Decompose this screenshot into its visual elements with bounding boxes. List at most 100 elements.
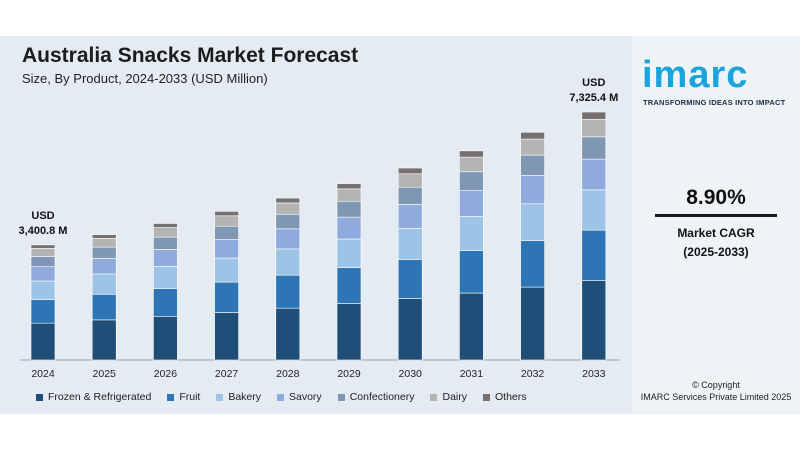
legend-swatch bbox=[216, 393, 224, 401]
bar-segment-2025-frozen-refrigerated bbox=[91, 319, 117, 361]
x-tick-label-2030: 2030 bbox=[399, 368, 423, 380]
bar-segment-2031-savory bbox=[459, 190, 484, 217]
legend-label: Frozen & Refrigerated bbox=[48, 391, 152, 403]
bar-segment-2029-others bbox=[336, 183, 362, 190]
bar-segment-2031-fruit bbox=[459, 250, 484, 294]
bar-segment-2032-frozen-refrigerated bbox=[520, 286, 545, 361]
bar-segment-2028-fruit bbox=[275, 274, 301, 309]
data-label-2033-value: 7,325.4 M bbox=[569, 92, 618, 104]
legend-label: Savory bbox=[289, 391, 322, 403]
bar-segment-2027-bakery bbox=[214, 257, 239, 283]
bar-segment-2026-frozen-refrigerated bbox=[153, 315, 178, 361]
bar-segment-2029-bakery bbox=[336, 238, 362, 268]
bar-segment-2026-savory bbox=[153, 249, 178, 267]
cagr-divider bbox=[655, 214, 777, 217]
bar-segment-2028-confectionery bbox=[275, 213, 301, 230]
legend-swatch bbox=[337, 393, 345, 401]
chart-title: Australia Snacks Market Forecast bbox=[22, 44, 359, 67]
legend-label: Confectionery bbox=[349, 391, 415, 403]
bar-segment-2024-bakery bbox=[30, 280, 56, 300]
legend-label: Bakery bbox=[228, 391, 261, 403]
bar-segment-2028-bakery bbox=[275, 248, 301, 276]
bar-segment-2029-fruit bbox=[336, 267, 362, 304]
legend-swatch bbox=[167, 393, 175, 401]
bar-segment-2024-dairy bbox=[30, 248, 56, 257]
x-tick-label-2032: 2032 bbox=[521, 368, 545, 380]
imarc-logo: imarc bbox=[642, 54, 749, 96]
bar-segment-2024-frozen-refrigerated bbox=[30, 322, 56, 361]
bar-segment-2027-fruit bbox=[214, 281, 239, 313]
data-label-2024-value: 3,400.8 M bbox=[19, 225, 68, 237]
legend-item-confectionery: Confectionery bbox=[337, 391, 415, 403]
bar-segment-2024-fruit bbox=[30, 299, 56, 324]
bar-segment-2025-fruit bbox=[91, 293, 117, 321]
bar-segment-2032-fruit bbox=[520, 240, 545, 288]
cagr-value: 8.90% bbox=[686, 186, 746, 209]
bar-segment-2031-bakery bbox=[459, 216, 484, 251]
data-label-2024-currency: USD bbox=[31, 210, 54, 222]
bar-segment-2026-bakery bbox=[153, 266, 178, 289]
cagr-label: Market CAGR bbox=[677, 226, 755, 240]
legend-item-bakery: Bakery bbox=[216, 391, 261, 403]
x-tick-label-2024: 2024 bbox=[31, 368, 55, 380]
brand-panel bbox=[632, 36, 800, 414]
bar-segment-2030-others bbox=[397, 167, 423, 175]
bar-segment-2033-dairy bbox=[581, 119, 607, 138]
bar-segment-2033-frozen-refrigerated bbox=[581, 280, 607, 361]
bar-segment-2024-confectionery bbox=[30, 256, 56, 268]
bar-segment-2026-fruit bbox=[153, 288, 178, 317]
legend-swatch bbox=[483, 393, 490, 401]
bar-segment-2028-frozen-refrigerated bbox=[275, 307, 301, 361]
bar-segment-2033-savory bbox=[581, 158, 607, 191]
bar-segment-2024-savory bbox=[30, 266, 56, 282]
bar-segment-2030-dairy bbox=[397, 173, 423, 188]
bar-segment-2025-dairy bbox=[91, 238, 117, 248]
bar-segment-2025-bakery bbox=[91, 273, 117, 295]
bar-segment-2029-frozen-refrigerated bbox=[336, 303, 362, 361]
bar-segment-2032-bakery bbox=[520, 203, 545, 241]
bar-segment-2032-confectionery bbox=[520, 154, 545, 176]
bar-segment-2024-others bbox=[30, 244, 56, 249]
bar-segment-2030-fruit bbox=[397, 259, 423, 299]
bar-segment-2025-others bbox=[91, 234, 117, 239]
chart-subtitle: Size, By Product, 2024-2033 (USD Million… bbox=[22, 71, 268, 86]
x-tick-label-2028: 2028 bbox=[276, 368, 300, 380]
bar-segment-2026-confectionery bbox=[153, 236, 178, 250]
x-tick-label-2027: 2027 bbox=[215, 368, 239, 380]
bar-segment-2030-savory bbox=[397, 204, 423, 229]
bar-segment-2029-confectionery bbox=[336, 200, 362, 218]
bar-segment-2030-bakery bbox=[397, 227, 423, 260]
legend-swatch bbox=[36, 393, 43, 401]
legend-item-dairy: Dairy bbox=[430, 391, 467, 403]
bar-segment-2031-others bbox=[459, 150, 484, 158]
bar-segment-2030-frozen-refrigerated bbox=[397, 298, 423, 361]
bar-segment-2025-confectionery bbox=[91, 246, 117, 259]
copyright-company: IMARC Services Private Limited 2025 bbox=[640, 392, 792, 402]
bar-segment-2027-others bbox=[214, 211, 239, 217]
bar-segment-2025-savory bbox=[91, 258, 117, 275]
cagr-period: (2025-2033) bbox=[683, 245, 749, 259]
bar-segment-2029-dairy bbox=[336, 188, 362, 202]
bar-segment-2027-confectionery bbox=[214, 225, 239, 240]
bar-segment-2026-others bbox=[153, 223, 178, 228]
legend-label: Fruit bbox=[179, 391, 201, 403]
legend-item-fruit: Fruit bbox=[167, 391, 200, 403]
bar-segment-2028-others bbox=[275, 197, 301, 204]
bar-segment-2028-dairy bbox=[275, 202, 301, 215]
bar-segment-2026-dairy bbox=[153, 227, 178, 238]
bar-segment-2028-savory bbox=[275, 228, 301, 250]
x-tick-label-2029: 2029 bbox=[337, 368, 361, 380]
bar-segment-2032-dairy bbox=[520, 138, 545, 156]
legend-swatch bbox=[277, 393, 284, 401]
legend-item-savory: Savory bbox=[277, 391, 322, 403]
bar-segment-2031-frozen-refrigerated bbox=[459, 292, 484, 361]
bar-segment-2033-fruit bbox=[581, 229, 607, 281]
copyright-line: © Copyright bbox=[692, 380, 740, 390]
bar-segment-2033-confectionery bbox=[581, 136, 607, 160]
legend-item-others: Others bbox=[483, 391, 527, 403]
legend-swatch bbox=[430, 393, 438, 401]
x-tick-label-2031: 2031 bbox=[460, 368, 484, 380]
bar-segment-2027-savory bbox=[214, 239, 239, 259]
bar-segment-2027-frozen-refrigerated bbox=[214, 312, 239, 361]
legend-label: Others bbox=[495, 391, 527, 403]
